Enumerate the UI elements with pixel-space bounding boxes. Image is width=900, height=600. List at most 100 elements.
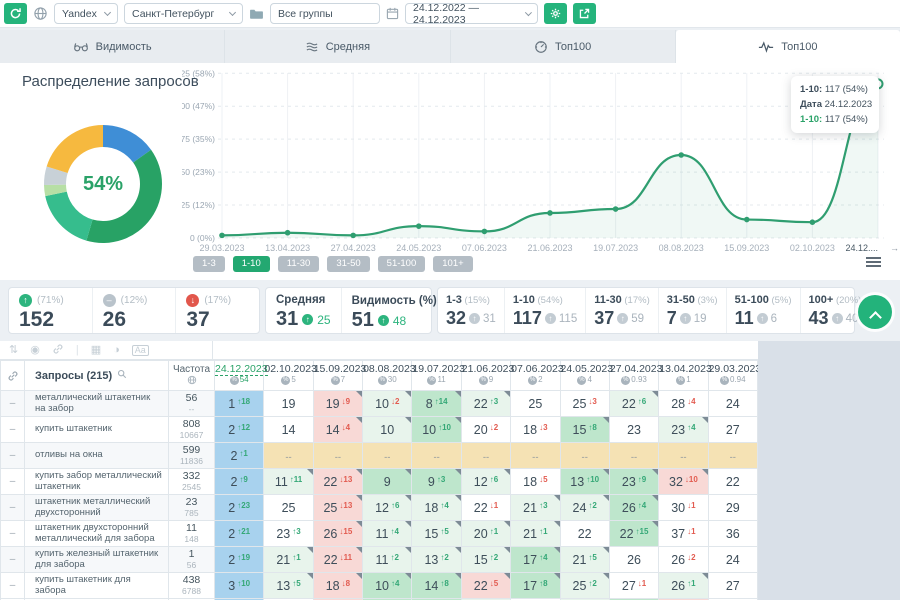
tab-visibility[interactable]: Видимость — [0, 30, 226, 63]
bucket-stat-100+[interactable]: 100+ (20%) 43 ↑ 40 — [801, 288, 870, 333]
position-cell[interactable]: 14 ↑8 — [411, 572, 462, 599]
target-icon[interactable]: ◉ — [30, 343, 40, 356]
date-column-header-29.03.2023[interactable]: 29.03.2023% 0.94 — [707, 360, 758, 391]
date-column-header-02.10.2023[interactable]: 02.10.2023% 5 — [263, 360, 317, 391]
bucket-stat-31-50[interactable]: 31-50 (3%) 7 ↑ 19 — [659, 288, 727, 333]
date-column-header-24.05.2023[interactable]: 24.05.2023% 4 — [559, 360, 613, 391]
position-cell[interactable]: 37 ↓1 — [658, 520, 709, 547]
drag-handle[interactable]: – — [0, 546, 25, 573]
settings-button[interactable] — [544, 3, 567, 24]
tab-average[interactable]: Средняя — [225, 30, 451, 63]
position-cell[interactable]: 21 ↑5 — [559, 546, 610, 573]
position-cell[interactable]: 22 ↓5 — [460, 572, 512, 599]
chart-menu-icon[interactable] — [866, 257, 881, 269]
position-cell[interactable]: 22 — [707, 468, 758, 495]
calendar-icon[interactable] — [386, 7, 399, 20]
position-cell[interactable]: 2 ↑1 — [213, 442, 265, 469]
font-icon[interactable]: Aa — [131, 344, 149, 356]
drag-handle[interactable]: – — [0, 416, 25, 443]
position-cell[interactable]: 15 ↑8 — [559, 416, 610, 443]
position-cell[interactable]: 10 ↑4 — [362, 572, 413, 599]
query-cell[interactable]: металлический штакетник на забор — [24, 390, 169, 417]
position-cell[interactable]: 12 ↑6 — [362, 494, 413, 521]
position-cell[interactable]: 23 ↑4 — [658, 416, 709, 443]
position-cell[interactable]: 9 — [362, 468, 413, 495]
position-cell[interactable]: -- — [559, 442, 610, 469]
position-cell[interactable]: 24 ↑2 — [559, 494, 610, 521]
groups-input[interactable]: Все группы — [270, 3, 380, 24]
query-cell[interactable]: купить железный штакетник для забора — [24, 546, 169, 573]
position-cell[interactable]: 9 ↑3 — [411, 468, 462, 495]
position-cell[interactable]: 25 ↑2 — [559, 572, 610, 599]
position-cell[interactable]: 15 ↑2 — [460, 546, 512, 573]
refresh-button[interactable] — [4, 3, 27, 24]
position-cell[interactable]: 25 ↓13 — [312, 494, 364, 521]
position-cell[interactable]: 32 ↓10 — [658, 468, 709, 495]
scroll-top-button[interactable] — [858, 295, 892, 329]
bucket-stat-51-100[interactable]: 51-100 (5%) 11 ↑ 6 — [727, 288, 801, 333]
position-cell[interactable]: 3 ↑10 — [213, 572, 265, 599]
position-cell[interactable]: 22 — [559, 520, 610, 547]
query-cell[interactable]: купить штакетник — [24, 416, 169, 443]
position-cell[interactable]: 10 ↑10 — [411, 416, 462, 443]
folder-icon[interactable] — [249, 8, 264, 20]
image-icon[interactable]: ▦ — [90, 343, 102, 356]
position-cell[interactable]: 30 ↓1 — [658, 494, 709, 521]
position-cell[interactable]: 2 ↑9 — [213, 468, 265, 495]
position-cell[interactable]: 25 — [263, 494, 314, 521]
drag-handle[interactable]: – — [0, 442, 25, 469]
position-cell[interactable]: 22 ↓11 — [312, 546, 364, 573]
search-engine-select[interactable]: Yandex — [54, 3, 118, 24]
contrast-icon[interactable]: ◑ — [113, 343, 120, 356]
drag-handle[interactable]: – — [0, 572, 25, 599]
tab-top100-pulse[interactable]: Топ100 — [675, 30, 900, 63]
sort-icon[interactable]: ⇅ — [9, 343, 19, 356]
position-cell[interactable]: 24 — [707, 546, 758, 573]
tab-top100-gauge[interactable]: Топ100 — [451, 30, 676, 63]
position-cell[interactable]: 2 ↑19 — [213, 546, 265, 573]
link-icon[interactable] — [52, 343, 64, 358]
position-cell[interactable]: -- — [411, 442, 462, 469]
position-cell[interactable]: 22 ↑3 — [460, 390, 512, 417]
position-cell[interactable]: 21 ↑1 — [510, 520, 561, 547]
position-cell[interactable]: -- — [707, 442, 758, 469]
position-cell[interactable]: -- — [460, 442, 512, 469]
position-cell[interactable]: 28 ↓4 — [658, 390, 709, 417]
query-cell[interactable]: штакетник двухсторонний металлический дл… — [24, 520, 169, 547]
range-button-31-50[interactable]: 31-50 — [327, 256, 370, 272]
drag-handle[interactable]: – — [0, 520, 25, 547]
change-stat-up[interactable]: ↑ (71%) 152 — [9, 288, 93, 333]
position-cell[interactable]: 25 ↓3 — [559, 390, 610, 417]
drag-handle[interactable]: – — [0, 468, 25, 495]
position-cell[interactable]: 17 ↑4 — [510, 546, 561, 573]
position-cell[interactable]: 10 ↓2 — [362, 390, 413, 417]
position-cell[interactable]: 10 — [362, 416, 413, 443]
queries-column-header[interactable]: Запросы (215) — [24, 360, 169, 391]
position-cell[interactable]: 22 ↓1 — [460, 494, 512, 521]
position-cell[interactable]: 23 ↑3 — [263, 520, 314, 547]
search-icon[interactable] — [117, 369, 127, 382]
range-button-51-100[interactable]: 51-100 — [377, 256, 426, 272]
position-cell[interactable]: -- — [510, 442, 561, 469]
position-cell[interactable]: 27 — [707, 572, 758, 599]
bucket-stat-1-3[interactable]: 1-3 (15%) 32 ↑ 31 — [438, 288, 505, 333]
change-stat-down[interactable]: ↓ (17%) 37 — [176, 288, 259, 333]
position-cell[interactable]: 12 ↑6 — [460, 468, 512, 495]
query-cell[interactable]: штакетник металлический двухсторонний — [24, 494, 169, 521]
position-cell[interactable]: 2 ↑23 — [213, 494, 265, 521]
position-cell[interactable]: -- — [608, 442, 660, 469]
position-cell[interactable]: 24 — [707, 390, 758, 417]
position-cell[interactable]: 27 — [707, 416, 758, 443]
position-cell[interactable]: 29 — [707, 494, 758, 521]
query-cell[interactable]: купить штакетник для забора — [24, 572, 169, 599]
position-cell[interactable]: 26 ↓15 — [312, 520, 364, 547]
position-cell[interactable]: 8 ↑14 — [411, 390, 462, 417]
position-cell[interactable]: -- — [362, 442, 413, 469]
position-cell[interactable]: 19 — [263, 390, 314, 417]
position-cell[interactable]: 13 ↑5 — [263, 572, 314, 599]
position-cell[interactable]: 18 ↑4 — [411, 494, 462, 521]
position-cell[interactable]: 19 ↓9 — [312, 390, 364, 417]
position-cell[interactable]: 17 ↑8 — [510, 572, 561, 599]
drag-handle[interactable]: – — [0, 390, 25, 417]
export-button[interactable] — [573, 3, 596, 24]
